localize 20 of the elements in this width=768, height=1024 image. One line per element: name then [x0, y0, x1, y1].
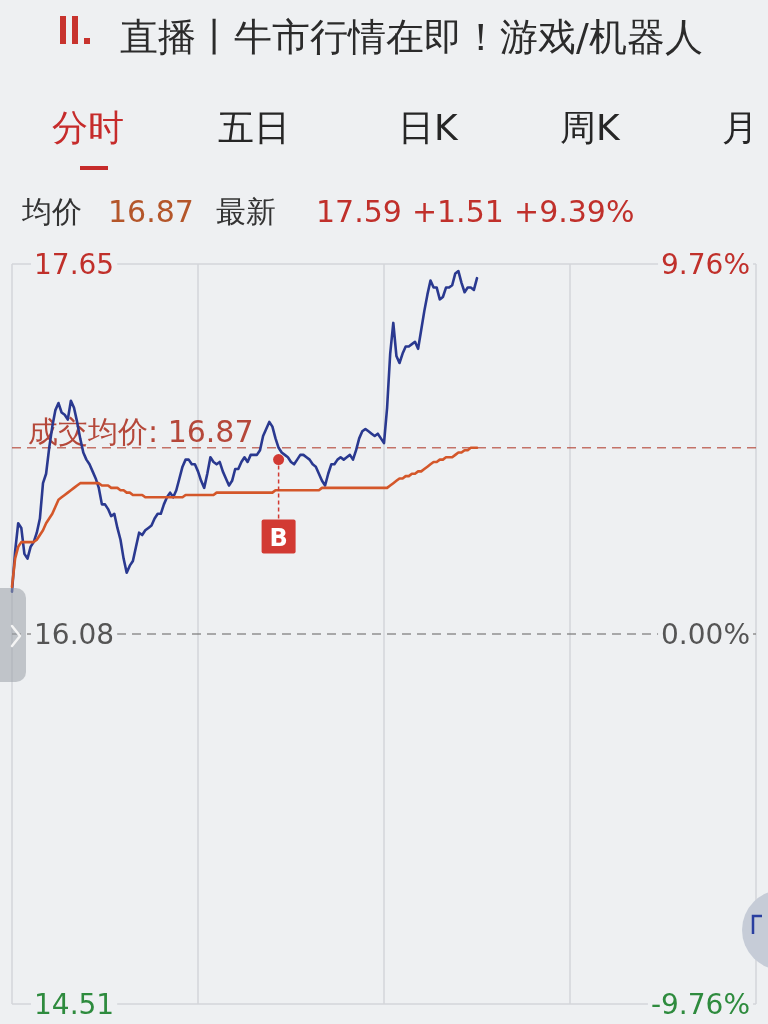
- text: 日K: [398, 107, 459, 148]
- text: +1.51: [411, 194, 504, 229]
- text: 最新: [216, 194, 276, 229]
- y-tick-label: 17.65: [34, 247, 115, 281]
- legend-label: B: [269, 523, 288, 552]
- text: 月: [722, 107, 758, 148]
- y2-tick-label: -9.76%: [650, 987, 750, 1021]
- text: +9.39%: [514, 194, 635, 229]
- line-series: [10, 446, 479, 589]
- y2-tick-label: 9.76%: [661, 247, 750, 281]
- text: 16.87: [108, 194, 194, 229]
- text: 17.59: [316, 194, 402, 229]
- y2-tick-label: 0.00%: [661, 617, 750, 651]
- text: 周K: [560, 107, 621, 148]
- text: 五日: [218, 107, 290, 148]
- text: 均价: [21, 194, 82, 229]
- y-tick-label: 16.08: [34, 617, 115, 651]
- y-tick-label: 14.51: [34, 987, 115, 1021]
- text: 分时: [52, 107, 124, 148]
- text: 直播丨牛市行情在即！游戏/机器人: [120, 15, 703, 59]
